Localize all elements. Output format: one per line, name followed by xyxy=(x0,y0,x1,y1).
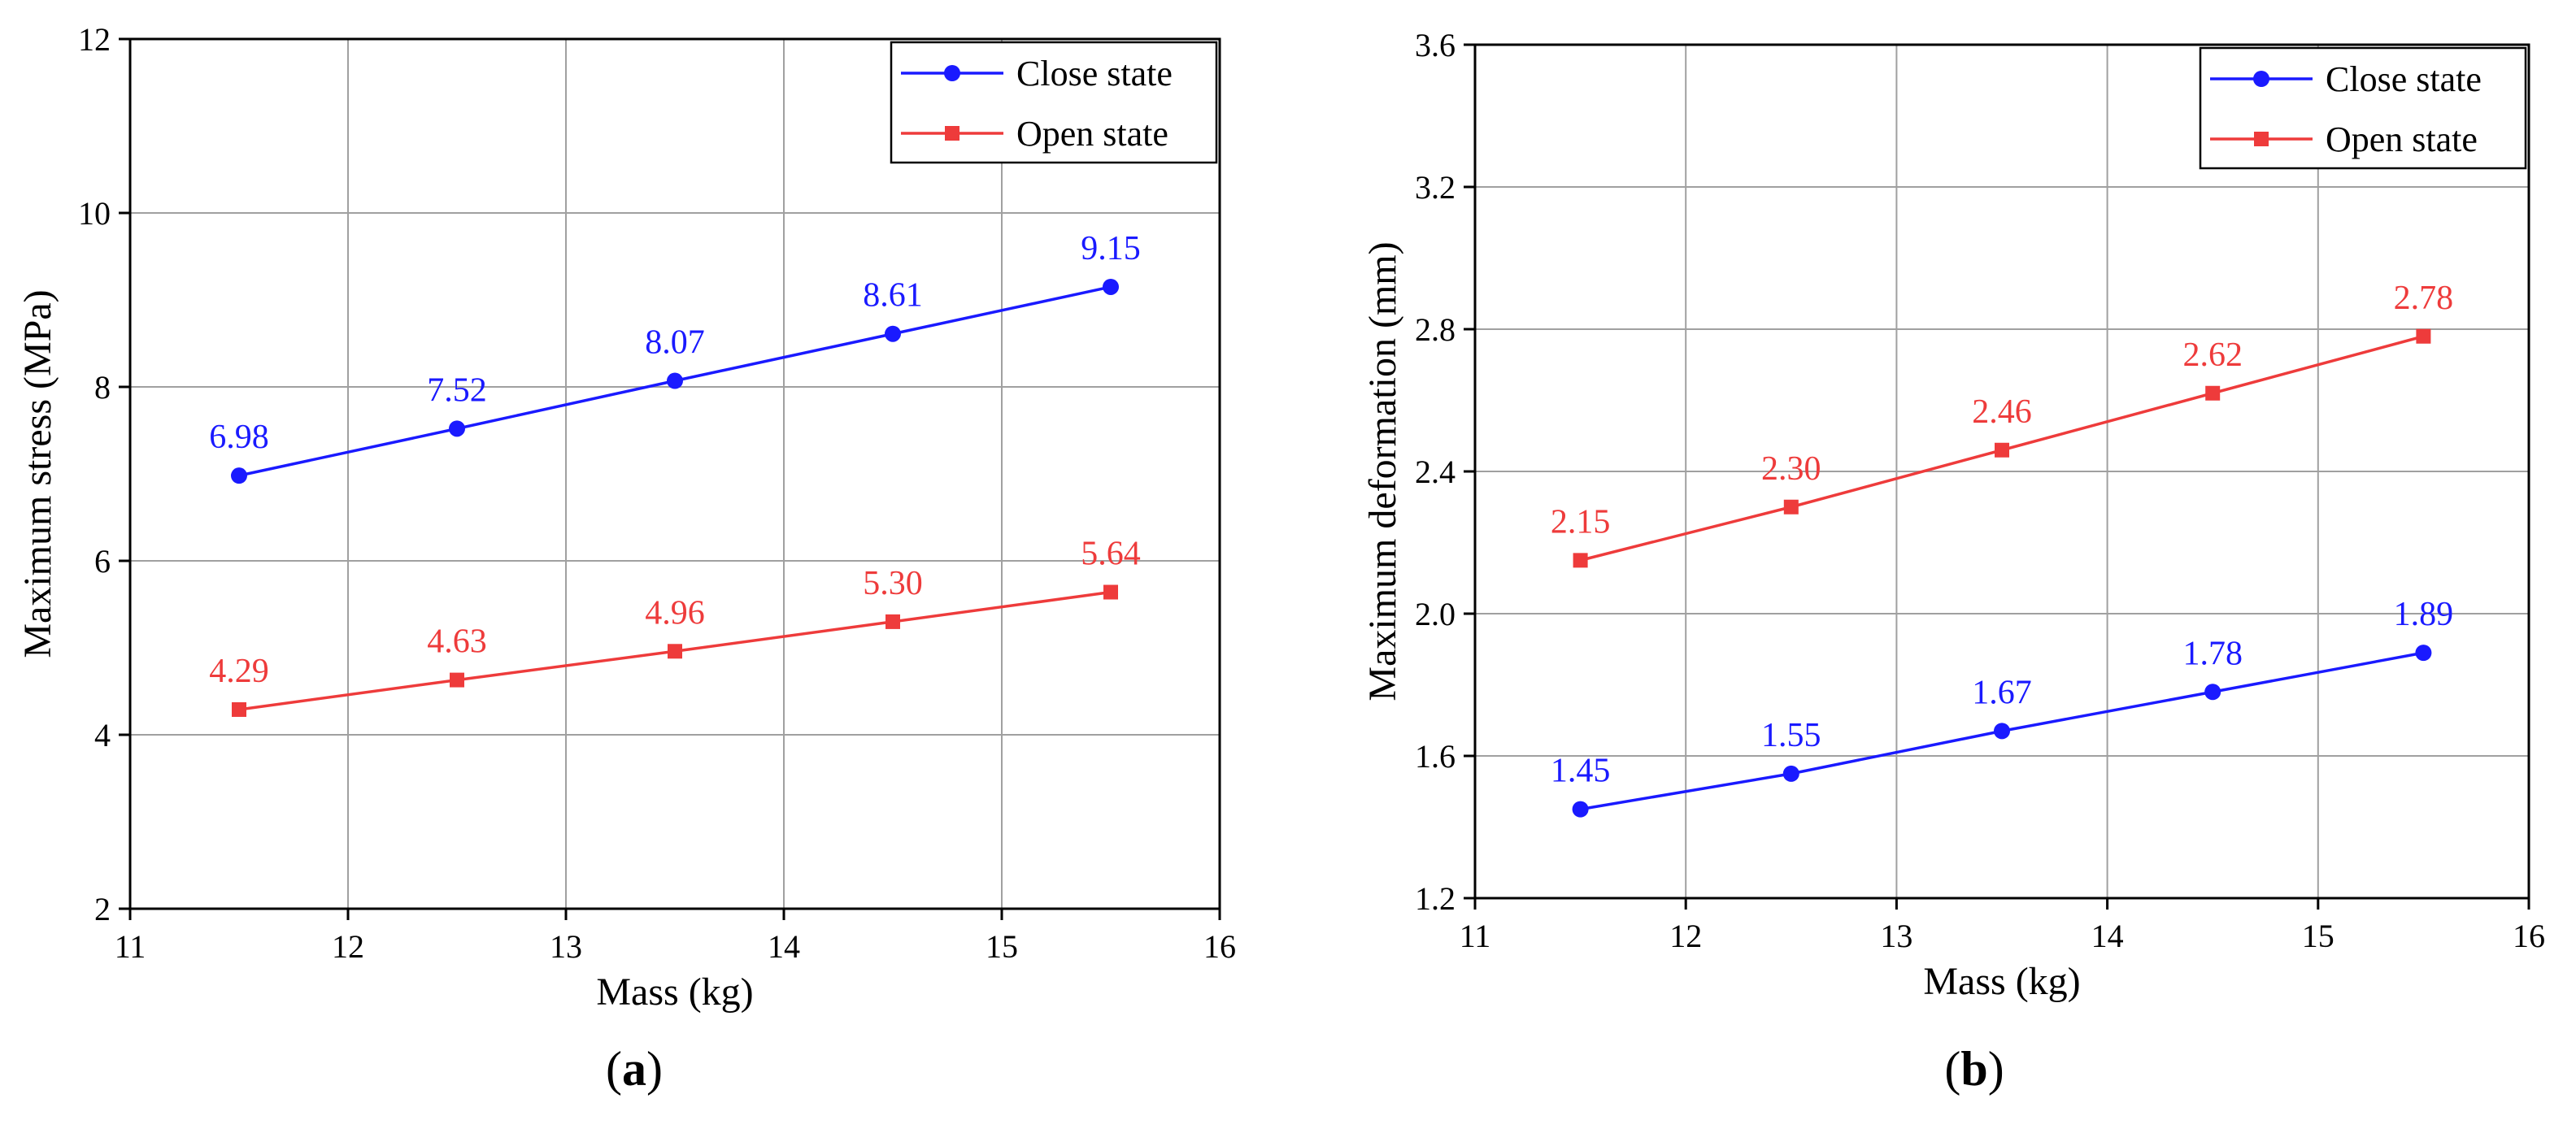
data-point xyxy=(449,420,465,437)
y-tick-label: 2 xyxy=(94,891,111,927)
y-tick-label: 12 xyxy=(78,21,111,58)
data-label: 4.29 xyxy=(209,653,269,690)
data-label: 1.55 xyxy=(1761,717,1821,754)
data-label: 8.61 xyxy=(863,277,923,315)
panel-label: (b) xyxy=(1944,1042,2004,1096)
legend-marker xyxy=(2254,132,2269,146)
legend: Close state Open state xyxy=(890,41,1218,164)
x-tick-label: 12 xyxy=(1669,918,1702,954)
data-point xyxy=(886,614,900,629)
legend-marker xyxy=(2253,71,2269,87)
data-point xyxy=(1103,584,1118,600)
data-label: 1.89 xyxy=(2394,596,2454,633)
x-axis-label: Mass (kg) xyxy=(1923,960,2080,1003)
y-tick-label: 2.8 xyxy=(1415,311,1456,348)
data-point xyxy=(2205,385,2221,401)
data-point xyxy=(2415,645,2432,662)
panel-b: 11 12 13 14 15 16 1.2 1.6 2.0 2.4 2.8 3.2 3.6 Mass (k… xyxy=(1361,27,2545,1096)
legend-label: Close state xyxy=(1016,54,1173,93)
legend-label: Open state xyxy=(1016,114,1168,154)
x-tick-label: 13 xyxy=(550,928,582,965)
data-point xyxy=(1573,553,1588,568)
x-tick-label: 14 xyxy=(768,928,800,965)
data-point xyxy=(450,672,464,688)
data-point xyxy=(2416,328,2431,344)
y-tick-label: 6 xyxy=(94,543,111,580)
x-tick-label: 15 xyxy=(986,928,1018,965)
data-point xyxy=(1995,442,2009,458)
data-label: 2.15 xyxy=(1551,503,1611,541)
legend-marker xyxy=(944,65,960,81)
x-tick-label: 16 xyxy=(2513,918,2545,954)
y-tick-label: 2.0 xyxy=(1415,596,1456,632)
y-axis-label: Maximum stress (MPa) xyxy=(16,289,59,658)
y-tick-label: 1.6 xyxy=(1415,738,1456,775)
data-label: 9.15 xyxy=(1081,230,1141,267)
data-point xyxy=(1572,801,1589,818)
y-tick-label: 2.4 xyxy=(1415,454,1456,490)
x-tick-label: 16 xyxy=(1203,928,1236,965)
y-tick-label: 4 xyxy=(94,717,111,753)
data-label: 1.45 xyxy=(1551,753,1611,790)
data-label: 6.98 xyxy=(209,419,269,456)
data-label: 4.96 xyxy=(645,594,705,632)
data-point xyxy=(1782,765,1799,782)
data-label: 8.07 xyxy=(645,324,705,362)
y-tick-label: 3.2 xyxy=(1415,169,1456,206)
data-label: 2.78 xyxy=(2394,280,2454,317)
series-close-state: 1.45 1.55 1.67 1.78 1.89 xyxy=(1551,596,2453,818)
x-tick-label: 13 xyxy=(1880,918,1912,954)
data-label: 1.78 xyxy=(2182,635,2243,672)
panel-label: (a) xyxy=(606,1042,663,1096)
data-point xyxy=(667,372,683,389)
x-tick-label: 11 xyxy=(1460,918,1491,954)
ticks: 11 12 13 14 15 16 2 4 6 8 10 12 xyxy=(78,21,1236,965)
legend-label: Open state xyxy=(2326,119,2478,159)
grid xyxy=(130,39,1220,909)
plot-frame xyxy=(128,37,1221,910)
data-point xyxy=(1103,278,1119,295)
data-label: 5.64 xyxy=(1081,536,1141,573)
series-close-state: 6.98 7.52 8.07 8.61 9.15 xyxy=(209,230,1141,484)
y-tick-label: 10 xyxy=(78,195,111,232)
data-label: 2.46 xyxy=(1972,393,2032,431)
legend-label: Close state xyxy=(2326,59,2482,99)
data-label: 7.52 xyxy=(427,371,487,409)
data-point xyxy=(232,701,246,717)
legend-box xyxy=(890,41,1218,164)
x-axis-label: Mass (kg) xyxy=(596,970,753,1014)
data-point xyxy=(668,644,682,659)
x-tick-label: 11 xyxy=(115,928,146,965)
y-axis-label: Maximum deformation (mm) xyxy=(1361,241,1404,701)
data-point xyxy=(231,467,247,484)
y-tick-label: 1.2 xyxy=(1415,880,1456,917)
data-label: 2.30 xyxy=(1761,450,1821,488)
legend: Close state Open state xyxy=(2199,46,2527,170)
ticks: 11 12 13 14 15 16 1.2 1.6 2.0 2.4 2.8 3.2 3.6 xyxy=(1415,27,2545,954)
data-label: 4.63 xyxy=(427,623,487,661)
data-point xyxy=(1994,723,2010,740)
x-tick-label: 15 xyxy=(2302,918,2334,954)
legend-box xyxy=(2199,46,2527,170)
series-open-state: 2.15 2.30 2.46 2.62 2.78 xyxy=(1551,280,2453,568)
data-label: 1.67 xyxy=(1972,674,2032,711)
grid xyxy=(1475,45,2529,898)
data-label: 2.62 xyxy=(2182,337,2243,374)
series-open-state: 4.29 4.63 4.96 5.30 5.64 xyxy=(209,536,1141,717)
data-label: 5.30 xyxy=(863,565,923,602)
data-point xyxy=(885,325,901,342)
y-tick-label: 3.6 xyxy=(1415,27,1456,63)
y-tick-label: 8 xyxy=(94,369,111,406)
data-point xyxy=(2204,684,2221,701)
data-point xyxy=(1783,499,1799,515)
panel-a: 11 12 13 14 15 16 2 4 6 8 10 12 Mass (kg) Maximum str… xyxy=(16,21,1236,1096)
x-tick-label: 12 xyxy=(332,928,364,965)
x-tick-label: 14 xyxy=(2091,918,2124,954)
legend-marker xyxy=(945,126,959,141)
